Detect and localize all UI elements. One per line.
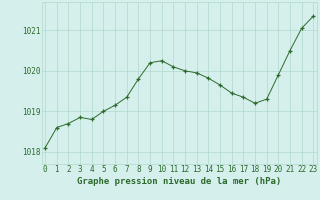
X-axis label: Graphe pression niveau de la mer (hPa): Graphe pression niveau de la mer (hPa): [77, 177, 281, 186]
